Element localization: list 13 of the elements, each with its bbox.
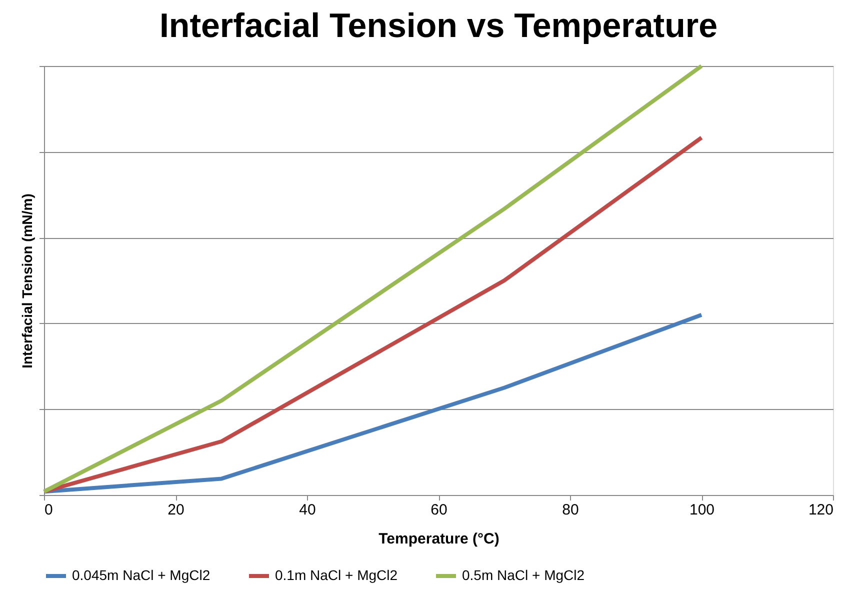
x-axis-title: Temperature (°C) <box>378 530 500 548</box>
x-tick-label: 20 <box>168 502 184 518</box>
x-tick-label: 0 <box>44 502 53 518</box>
x-tick-label: 60 <box>430 502 448 518</box>
x-tick-label: 80 <box>562 502 579 518</box>
chart-title: Interfacial Tension vs Temperature <box>159 7 718 45</box>
y-axis-title: Interfacial Tension (mN/m) <box>19 194 35 368</box>
x-tick-label: 100 <box>689 502 715 518</box>
x-tick-label: 120 <box>808 502 834 518</box>
legend-label: 0.5m NaCl + MgCl2 <box>462 567 585 583</box>
legend-label: 0.045m NaCl + MgCl2 <box>72 567 210 583</box>
legend-label: 0.1m NaCl + MgCl2 <box>275 567 398 583</box>
x-tick-label: 40 <box>299 502 316 518</box>
